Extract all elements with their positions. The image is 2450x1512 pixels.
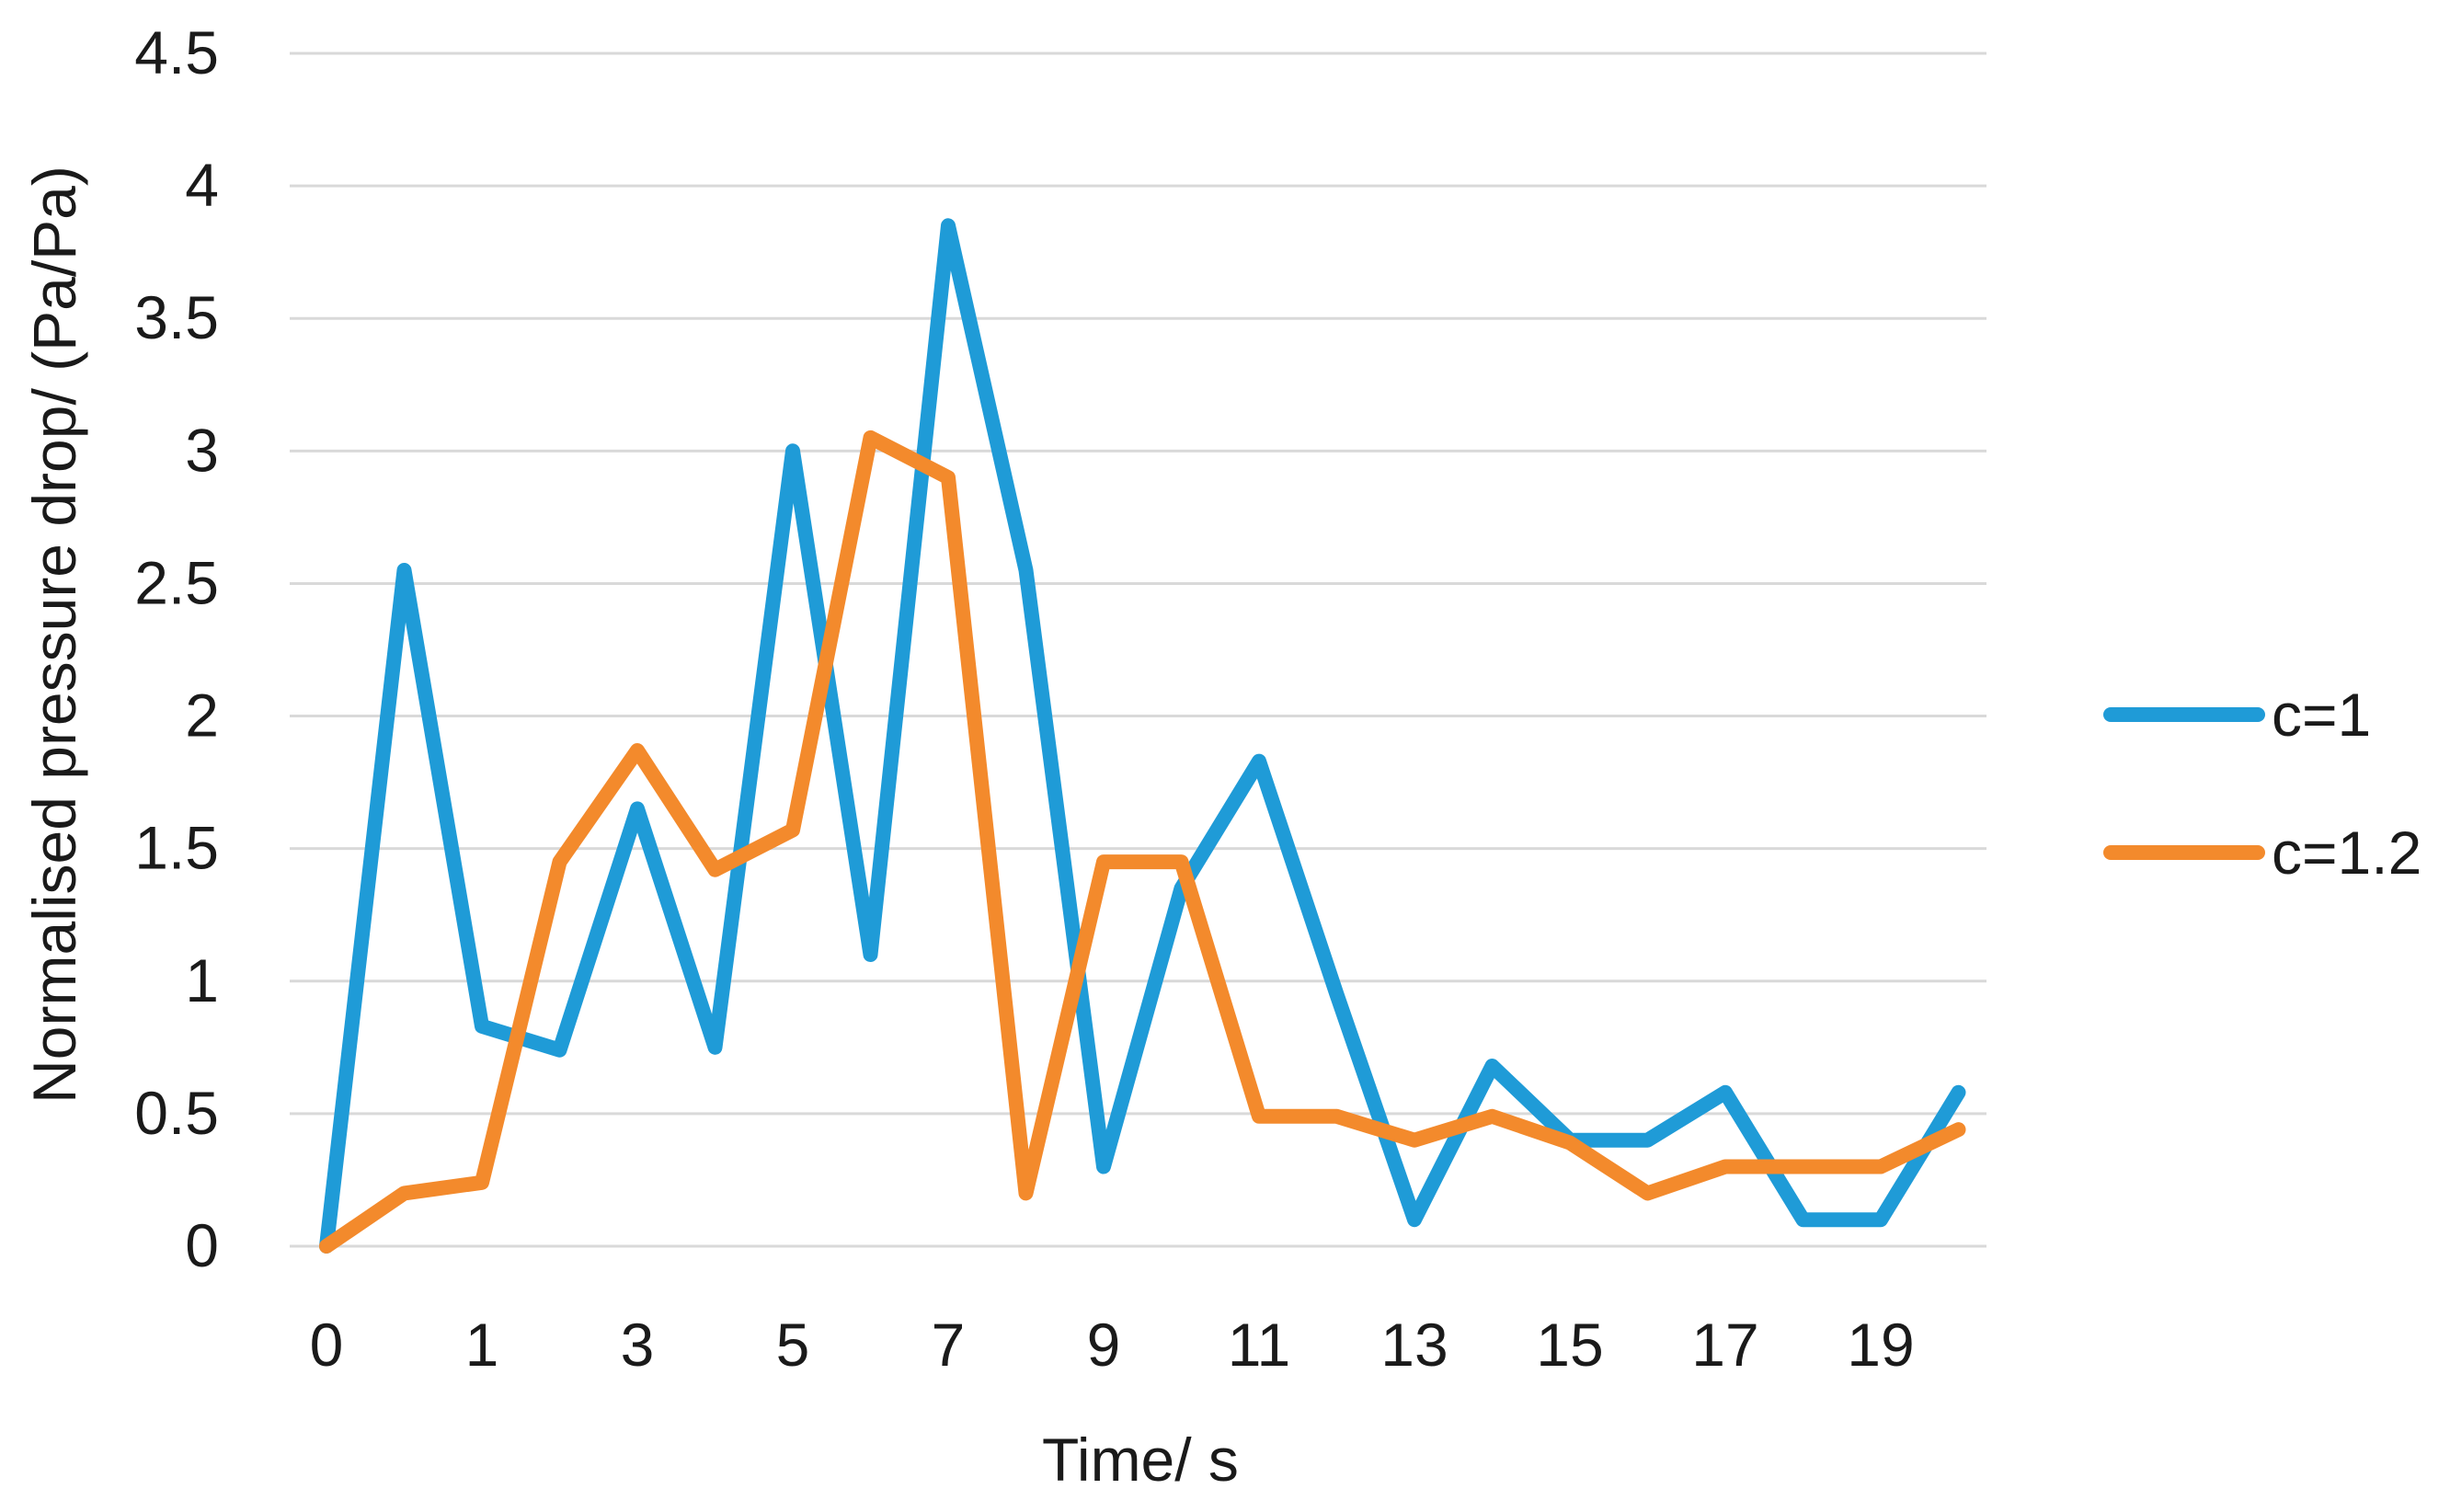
- x-tick-label: 15: [1536, 1311, 1603, 1379]
- series-line-2: [319, 430, 1966, 1254]
- x-tick-label: 13: [1380, 1311, 1448, 1379]
- y-tick-label: 3.5: [134, 283, 219, 351]
- y-axis-title: Normalised pressure drop/ (Pa/Pa): [20, 166, 88, 1104]
- series-lines: [319, 218, 1966, 1254]
- y-axis-tick-labels: 0 0.5 1 1.5 2 2.5 3 3.5 4 4.5: [134, 18, 219, 1279]
- legend-label-2: c=1.2: [2272, 819, 2421, 887]
- x-tick-label: 17: [1691, 1311, 1758, 1379]
- x-tick-label: 3: [621, 1311, 655, 1379]
- y-tick-label: 4.5: [134, 18, 219, 86]
- x-axis-tick-labels: 0 1 3 5 7 9 11 13 15 17 19: [310, 1311, 1915, 1379]
- y-tick-label: 0: [185, 1211, 219, 1279]
- y-tick-label: 4: [185, 151, 219, 219]
- y-tick-label: 1.5: [134, 814, 219, 882]
- y-tick-label: 2: [185, 682, 219, 750]
- x-tick-label: 1: [465, 1311, 499, 1379]
- x-tick-label: 19: [1847, 1311, 1914, 1379]
- x-axis-title: Time/ s: [1042, 1426, 1239, 1494]
- x-tick-label: 11: [1228, 1311, 1291, 1379]
- y-tick-label: 3: [185, 416, 219, 484]
- legend: c=1 c=1.2: [2103, 681, 2421, 887]
- x-tick-label: 9: [1087, 1311, 1121, 1379]
- x-tick-label: 0: [310, 1311, 344, 1379]
- x-tick-label: 5: [776, 1311, 810, 1379]
- series-line-1: [319, 218, 1966, 1254]
- y-tick-label: 0.5: [134, 1079, 219, 1147]
- y-tick-label: 1: [185, 946, 219, 1014]
- legend-label-1: c=1: [2272, 681, 2371, 749]
- x-tick-label: 7: [932, 1311, 966, 1379]
- y-tick-label: 2.5: [134, 548, 219, 616]
